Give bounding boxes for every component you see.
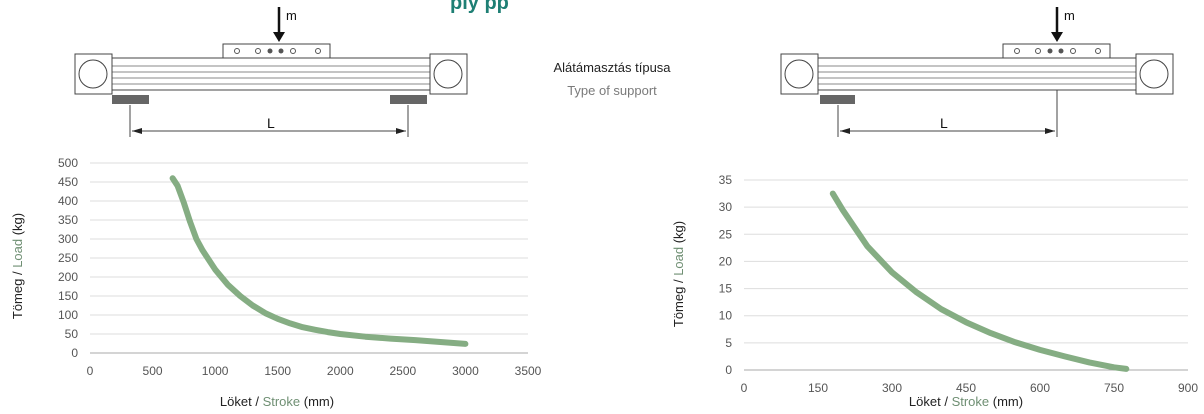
mass-label: m xyxy=(1064,8,1075,23)
end-cap-right xyxy=(1135,53,1174,95)
y-tick-label: 35 xyxy=(719,173,733,187)
load-curve xyxy=(829,190,1130,372)
x-tick-label: 2000 xyxy=(327,364,354,378)
x-tick-label: 900 xyxy=(1178,381,1198,395)
y-tick-label: 450 xyxy=(58,175,78,189)
x-tick-label: 2500 xyxy=(390,364,417,378)
support-pad xyxy=(820,95,855,104)
y-tick-label: 50 xyxy=(65,327,79,341)
y-axis-label: Tömeg / Load (kg) xyxy=(671,221,686,327)
y-tick-label: 0 xyxy=(725,363,732,377)
x-tick-labels: 0 150 300 450 600 750 900 xyxy=(741,381,1199,395)
y-tick-label: 20 xyxy=(719,254,733,268)
load-stroke-chart-two-supports: 0 50 100 150 200 250 300 350 400 450 500 0 500 1000 1… xyxy=(10,156,542,409)
y-axis-label-hu: Tömeg xyxy=(10,279,25,319)
force-arrow-head xyxy=(273,32,285,42)
pulley-right xyxy=(433,59,463,89)
support-pad-left xyxy=(112,95,149,104)
y-axis-label-en: Load xyxy=(10,239,25,268)
support-pad-right xyxy=(390,95,427,104)
x-axis-label-en: Stroke xyxy=(263,394,301,409)
y-tick-labels: 0 50 100 150 200 250 300 350 400 450 500 xyxy=(58,156,78,360)
load-stroke-chart-single-support: 0 5 10 15 20 25 30 35 0 150 300 450 600 750 900 Löket… xyxy=(671,173,1198,409)
y-tick-label: 0 xyxy=(71,346,78,360)
y-tick-label: 5 xyxy=(725,336,732,350)
y-tick-label: 25 xyxy=(719,227,733,241)
x-tick-label: 300 xyxy=(882,381,902,395)
length-label: L xyxy=(267,115,275,131)
x-tick-label: 3000 xyxy=(452,364,479,378)
y-tick-label: 150 xyxy=(58,289,78,303)
end-cap-left xyxy=(780,53,819,95)
x-tick-label: 600 xyxy=(1030,381,1050,395)
chart-grid xyxy=(744,179,1188,371)
x-tick-label: 150 xyxy=(808,381,828,395)
rail-profile xyxy=(817,57,1137,91)
end-cap-right xyxy=(429,53,468,95)
pulley-right xyxy=(1139,59,1169,89)
x-tick-label: 450 xyxy=(956,381,976,395)
x-tick-label: 1000 xyxy=(202,364,229,378)
x-axis-label: Löket / Stroke (mm) xyxy=(220,394,334,409)
x-tick-label: 3500 xyxy=(515,364,542,378)
rail-profile xyxy=(111,57,431,91)
load-curve xyxy=(169,175,469,347)
y-tick-label: 300 xyxy=(58,232,78,246)
x-axis-label-en: Stroke xyxy=(952,394,990,409)
mass-label: m xyxy=(286,8,297,23)
x-tick-label: 500 xyxy=(143,364,163,378)
x-tick-label: 1500 xyxy=(264,364,291,378)
x-tick-label: 0 xyxy=(87,364,94,378)
support-diagram-single-support: m L xyxy=(780,7,1174,137)
force-arrow-head xyxy=(1051,32,1063,42)
y-tick-label: 400 xyxy=(58,194,78,208)
x-axis-label-hu: Löket xyxy=(909,394,941,409)
y-tick-label: 100 xyxy=(58,308,78,322)
x-tick-labels: 0 500 1000 1500 2000 2500 3000 3500 xyxy=(87,364,542,378)
x-tick-label: 0 xyxy=(741,381,748,395)
end-cap-left xyxy=(74,53,113,95)
y-tick-label: 10 xyxy=(719,309,733,323)
support-type-label-en: Type of support xyxy=(567,83,657,98)
y-tick-labels: 0 5 10 15 20 25 30 35 xyxy=(719,173,733,377)
chart-grid xyxy=(90,162,528,354)
y-tick-label: 350 xyxy=(58,213,78,227)
y-axis-label: Tömeg / Load (kg) xyxy=(10,213,25,319)
y-tick-label: 200 xyxy=(58,270,78,284)
pulley-left xyxy=(78,59,108,89)
x-axis-label: Löket / Stroke (mm) xyxy=(909,394,1023,409)
pulley-left xyxy=(784,59,814,89)
y-tick-label: 15 xyxy=(719,282,733,296)
x-tick-label: 750 xyxy=(1104,381,1124,395)
y-tick-label: 250 xyxy=(58,251,78,265)
y-axis-label-en: Load xyxy=(671,247,686,276)
y-tick-label: 30 xyxy=(719,200,733,214)
support-type-label-hu: Alátámasztás típusa xyxy=(553,60,671,75)
y-axis-label-hu: Tömeg xyxy=(671,287,686,327)
y-tick-label: 500 xyxy=(58,156,78,170)
support-diagram-two-supports: m L xyxy=(74,7,468,137)
page-title-fragment: ply pp xyxy=(450,0,509,14)
length-label: L xyxy=(940,115,948,131)
x-axis-label-hu: Löket xyxy=(220,394,252,409)
